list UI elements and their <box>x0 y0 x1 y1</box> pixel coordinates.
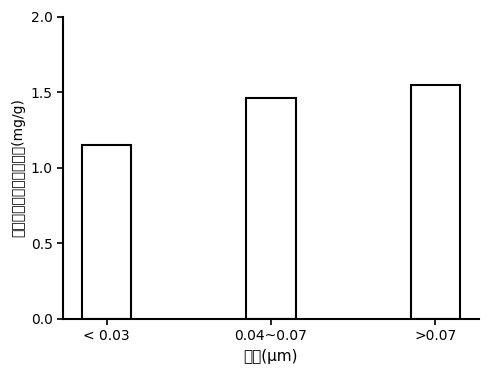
Bar <box>82 145 131 319</box>
X-axis label: 粒径(μm): 粒径(μm) <box>244 349 298 364</box>
Y-axis label: 单位粒相物丁香酟释放量(mg/g): 单位粒相物丁香酟释放量(mg/g) <box>11 98 25 237</box>
Bar <box>246 98 295 319</box>
Bar <box>411 85 460 319</box>
